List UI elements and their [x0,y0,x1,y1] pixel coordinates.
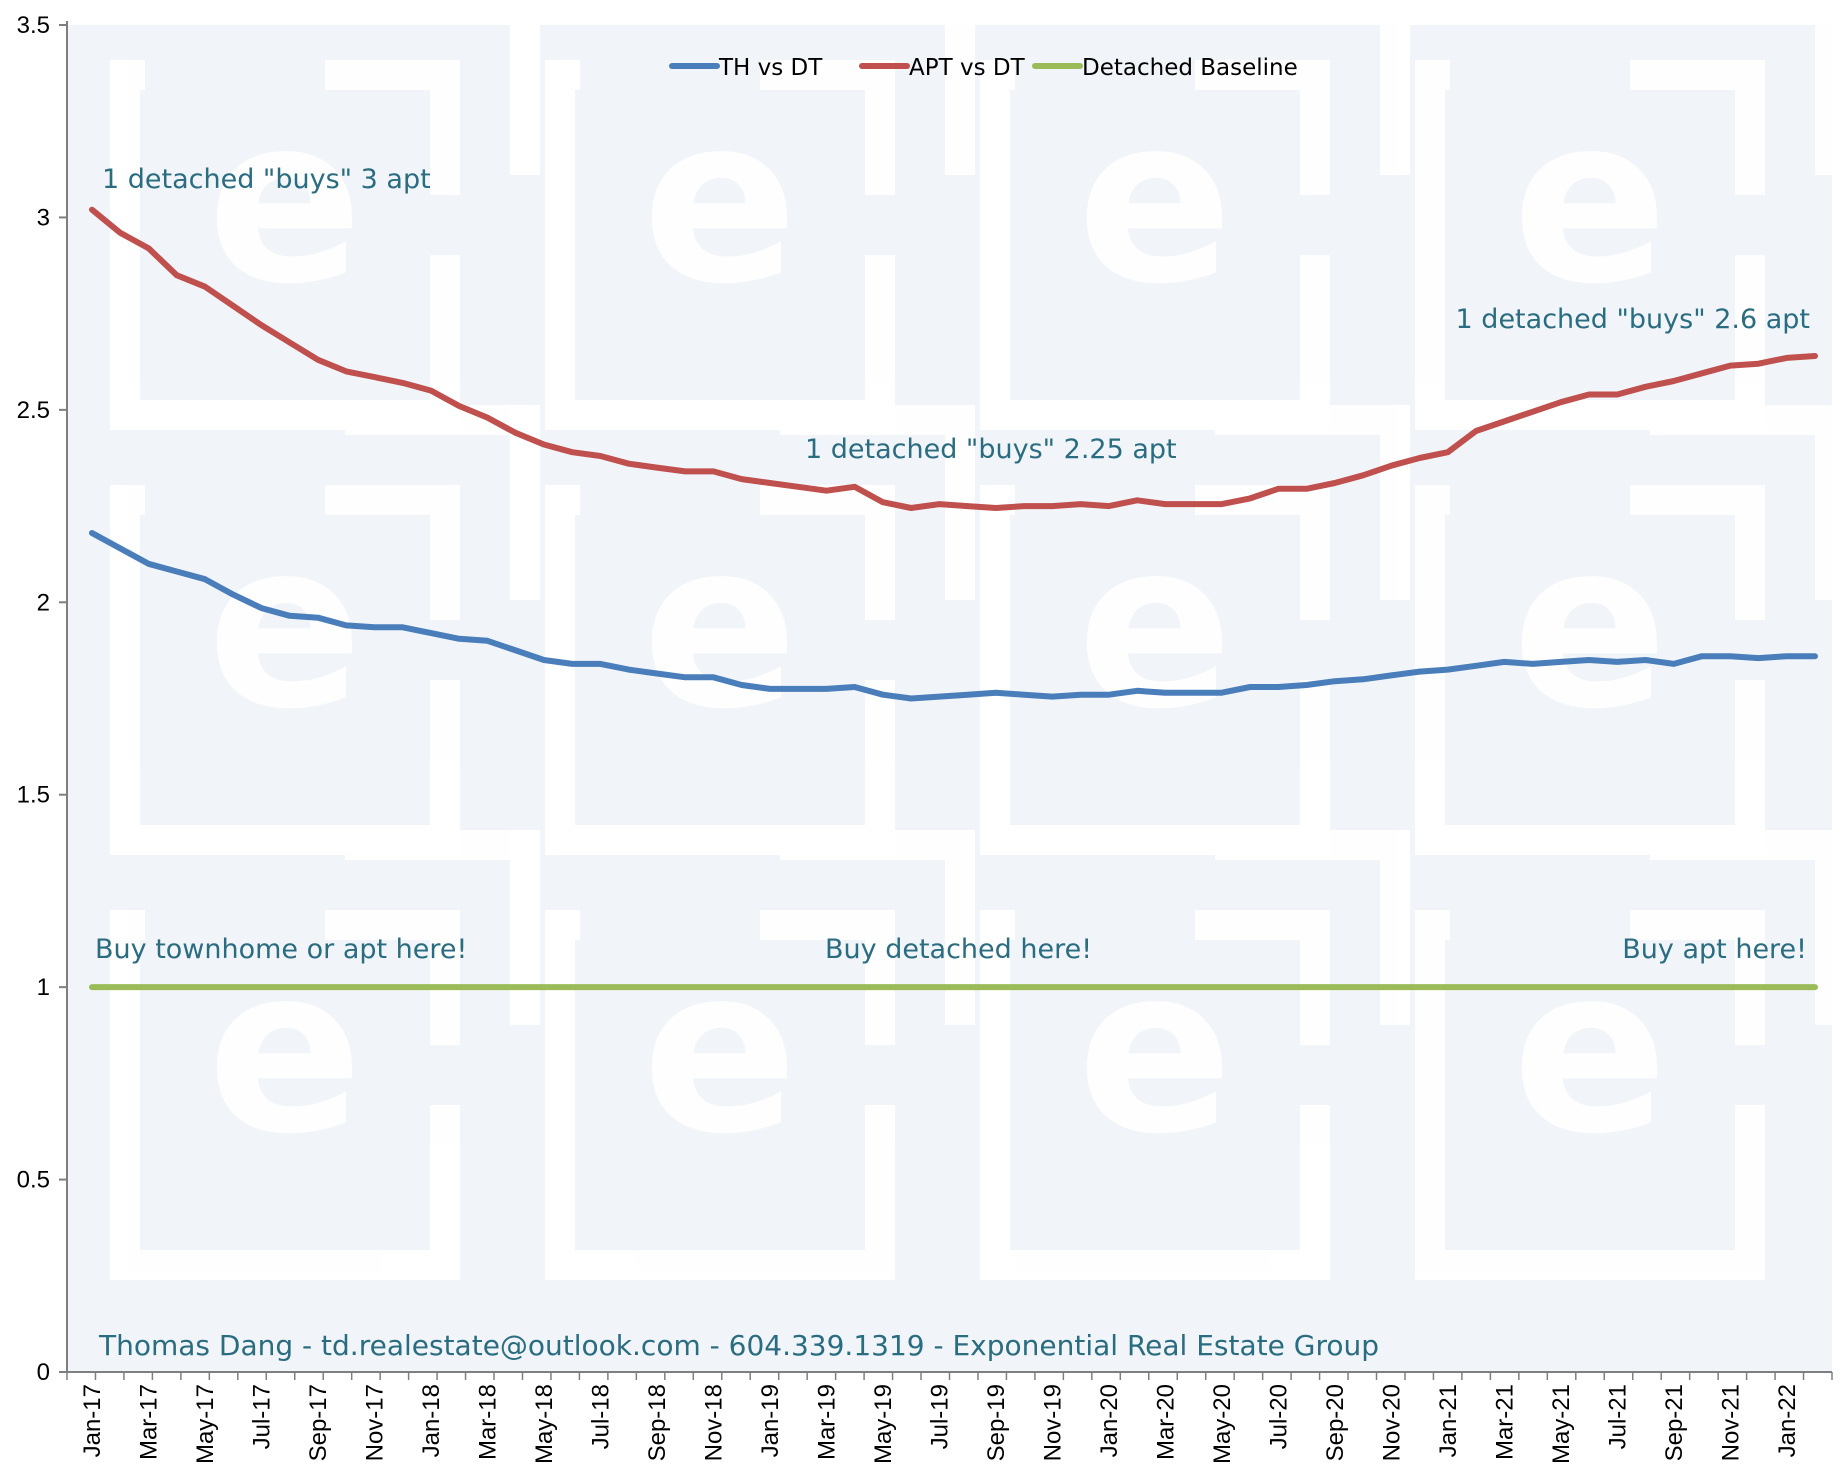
x-tick-label: Sep-20 [1322,1384,1349,1461]
legend-item: TH vs DT [669,55,823,81]
x-tick-label: Mar-20 [1152,1384,1179,1460]
x-tick-label: Jan-20 [1096,1384,1123,1457]
x-tick-label: Jul-21 [1604,1384,1631,1449]
legend-item: Detached Baseline [1032,55,1298,81]
x-tick-label: Sep-18 [644,1384,671,1461]
svg-text:e: e [207,918,363,1185]
legend-item: APT vs DT [859,55,1026,81]
exponential-e-logo-icon: e [980,0,1410,430]
svg-text:e: e [207,493,363,760]
x-tick-label: Jul-18 [587,1384,614,1449]
legend-label: Detached Baseline [1082,55,1298,81]
exponential-e-logo-icon: e [980,405,1410,855]
x-tick-label: May-17 [192,1384,219,1464]
exponential-e-logo-icon: e [545,830,975,1280]
y-tick-label: 0 [37,1359,50,1386]
x-tick-label: May-19 [870,1384,897,1464]
svg-text:e: e [642,493,798,760]
x-tick-label: Nov-17 [361,1384,388,1461]
y-axis-ticks: 0 0.5 1 1.5 2 2.5 3 3.5 [17,12,67,1386]
y-tick-label: 1 [37,974,50,1001]
y-tick-label: 0.5 [17,1167,50,1194]
x-tick-label: Nov-20 [1378,1384,1405,1461]
x-tick-label: Mar-19 [813,1384,840,1460]
x-tick-label: Sep-19 [983,1384,1010,1461]
x-tick-label: May-20 [1209,1384,1236,1464]
y-tick-label: 2.5 [17,397,50,424]
annotation-buy-townhome: Buy townhome or apt here! [95,934,467,965]
svg-text:e: e [207,68,363,335]
x-tick-label: Jan-18 [418,1384,445,1457]
exponential-e-logo-icon: e [545,405,975,855]
series-line-th-vs-dt [89,530,1818,702]
x-tick-label: Sep-17 [305,1384,332,1461]
y-tick-label: 2 [37,589,50,616]
watermark-layer: e e e ee e e ee e e e [110,0,1842,1280]
exponential-e-logo-icon: e [1415,405,1842,855]
legend: TH vs DT APT vs DT Detached Baseline [669,55,1298,81]
annotation-2-6-apt: 1 detached "buys" 2.6 apt [1456,304,1810,335]
legend-label: TH vs DT [718,55,823,81]
x-tick-label: Jan-19 [757,1384,784,1457]
exponential-e-logo-icon: e [1415,0,1842,430]
x-tick-label: May-18 [531,1384,558,1464]
x-tick-label: Jan-17 [79,1384,106,1457]
svg-text:e: e [1077,68,1233,335]
exponential-e-logo-icon: e [110,0,540,430]
x-tick-label: Jan-21 [1435,1384,1462,1457]
footer-contact: Thomas Dang - td.realestate@outlook.com … [98,1329,1379,1362]
x-tick-label: Mar-17 [135,1384,162,1460]
annotation-buy-detached: Buy detached here! [825,934,1092,965]
x-tick-label: Jan-22 [1774,1384,1801,1457]
annotation-buy-apt: Buy apt here! [1622,934,1807,965]
legend-label: APT vs DT [909,55,1026,81]
exponential-e-logo-icon: e [545,0,975,430]
x-tick-label: Jul-19 [926,1384,953,1449]
exponential-e-logo-icon: e [110,405,540,855]
svg-text:e: e [642,68,798,335]
annotation-3-apt: 1 detached "buys" 3 apt [102,164,431,195]
y-tick-label: 3.5 [17,12,50,39]
svg-text:e: e [642,918,798,1185]
x-tick-label: Jul-20 [1265,1384,1292,1449]
series-layer [89,206,1818,991]
x-axis-ticks: Jan-17 Mar-17 May-17 Jul-17 Sep-17 Nov-17 Jan-… [66,1372,1833,1464]
svg-text:e: e [1077,493,1233,760]
series-line-apt-vs-dt [89,206,1818,511]
x-tick-label: Nov-21 [1717,1384,1744,1461]
svg-text:e: e [1512,918,1668,1185]
y-tick-label: 1.5 [17,782,50,809]
x-tick-label: May-21 [1548,1384,1575,1464]
svg-text:e: e [1077,918,1233,1185]
annotation-2-25-apt: 1 detached "buys" 2.25 apt [805,434,1177,465]
svg-text:e: e [1512,68,1668,335]
exponential-e-logo-icon: e [110,830,540,1280]
x-tick-label: Sep-21 [1661,1384,1688,1461]
exponential-e-logo-icon: e [1415,830,1842,1280]
x-tick-label: Mar-18 [474,1384,501,1460]
x-tick-label: Jul-17 [248,1384,275,1449]
x-tick-label: Mar-21 [1491,1384,1518,1460]
x-tick-label: Nov-18 [700,1384,727,1461]
x-tick-label: Nov-19 [1039,1384,1066,1461]
y-tick-label: 3 [37,204,50,231]
exponential-e-logo-icon: e [980,830,1410,1280]
svg-text:e: e [1512,493,1668,760]
